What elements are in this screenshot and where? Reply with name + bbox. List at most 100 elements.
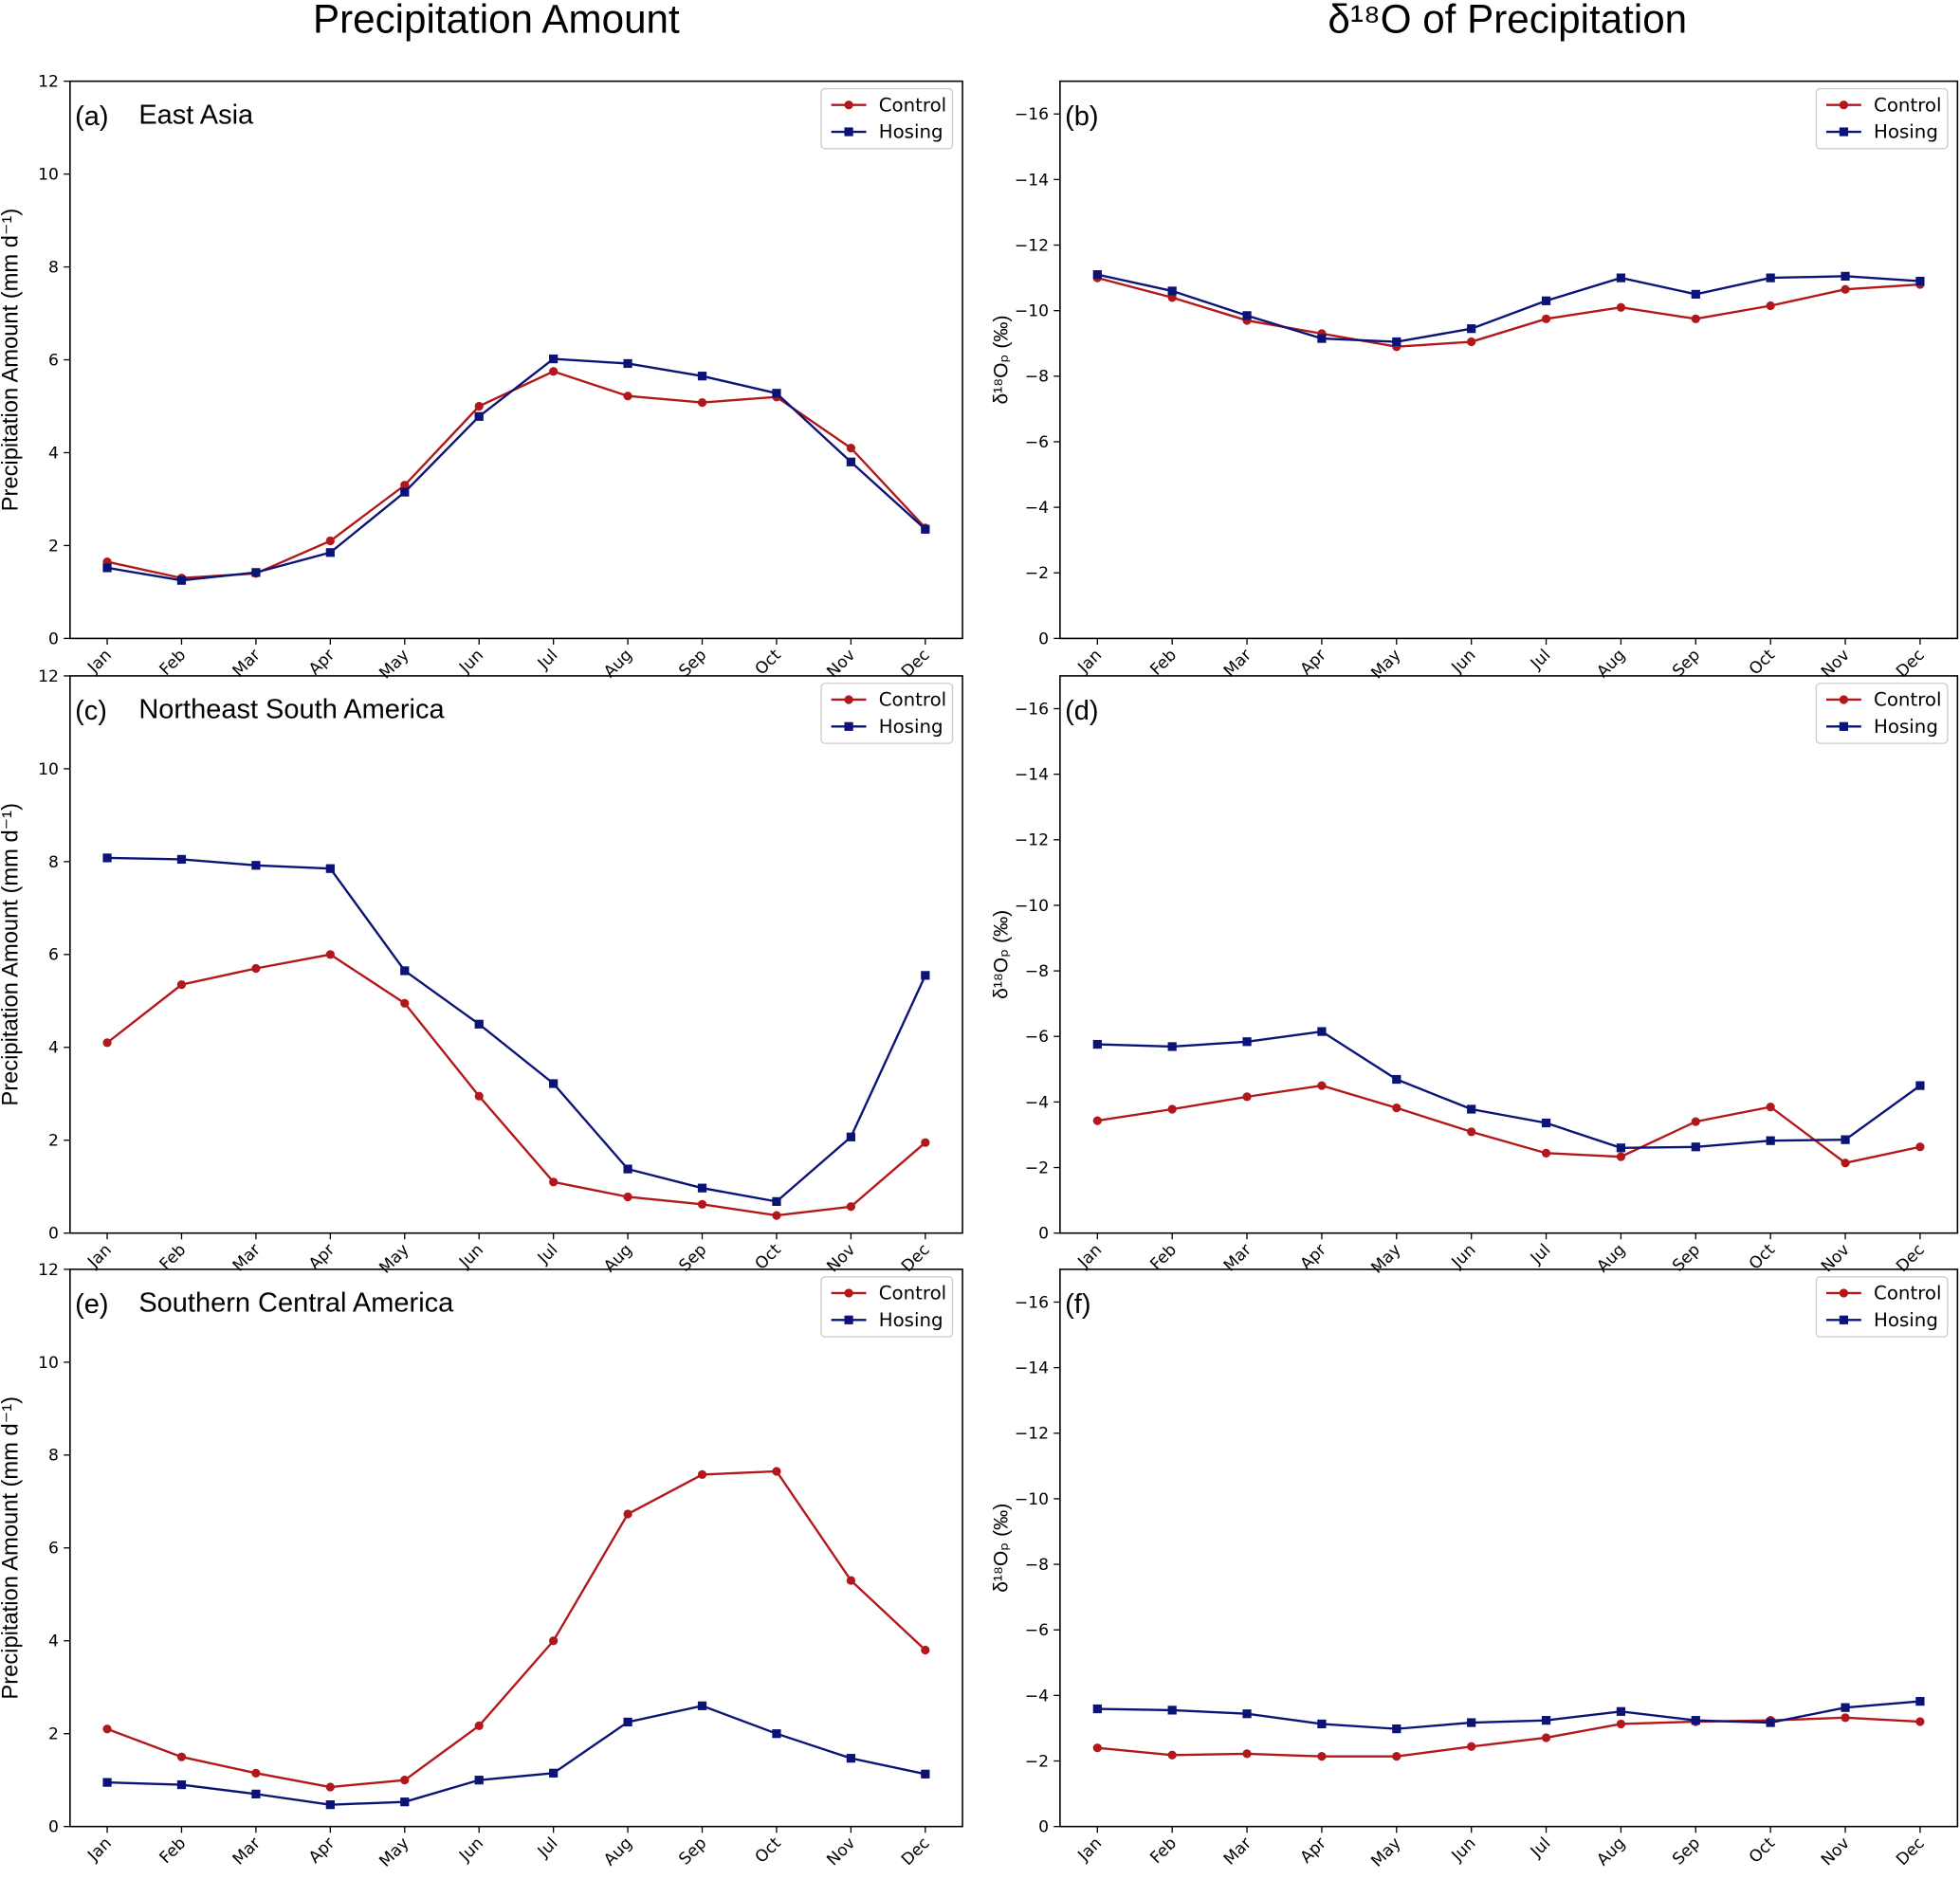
series-line (1097, 276, 1920, 348)
legend-label: Hosing (1874, 1309, 1938, 1331)
data-point (1167, 1042, 1177, 1051)
data-point (549, 1768, 559, 1778)
data-point (1541, 1148, 1551, 1158)
plot-frame (69, 1268, 963, 1828)
x-tick-label: Dec (1893, 1241, 1929, 1277)
x-tick-label: Jan (83, 646, 116, 678)
x-tick-label: Jun (1448, 646, 1480, 678)
series-line (1097, 1084, 1921, 1164)
x-tick-label: Dec (1893, 1833, 1929, 1870)
x-tick-label: Sep (1669, 1833, 1704, 1869)
data-point (400, 481, 410, 490)
data-point (697, 1183, 707, 1193)
panel-label: (d) (1065, 696, 1098, 726)
data-point (623, 358, 632, 369)
y-tick-label: −2 (1025, 1752, 1049, 1771)
data-point (325, 536, 335, 546)
data-point (1317, 1752, 1327, 1761)
data-point (772, 1211, 781, 1220)
x-tick-label: May (1367, 646, 1404, 683)
column-title: Precipitation Amount (313, 0, 680, 41)
data-point (1841, 1158, 1850, 1168)
legend-box (1815, 1276, 1949, 1338)
data-point (1541, 1118, 1551, 1128)
legend-marker (844, 1288, 853, 1298)
data-point (102, 1724, 112, 1734)
data-point (176, 1779, 187, 1790)
y-tick-label: 10 (38, 1354, 59, 1373)
data-point (474, 1091, 484, 1101)
y-tick-label: 6 (48, 946, 59, 965)
panel-title: East Asia (138, 100, 254, 130)
x-tick-label: Feb (156, 646, 191, 680)
data-point (325, 1800, 335, 1810)
data-point (1392, 1104, 1401, 1113)
data-point (1616, 1152, 1626, 1161)
series-line (1097, 1716, 1920, 1758)
data-point (1766, 301, 1775, 311)
x-tick-label: Jun (455, 1833, 487, 1866)
data-point (251, 1789, 261, 1798)
x-tick-label: Jun (455, 646, 487, 678)
series-line (106, 370, 926, 579)
data-point (1915, 1717, 1925, 1726)
y-tick-label: 0 (1038, 1818, 1049, 1837)
legend-marker (1839, 127, 1849, 137)
x-tick-label: Jul (534, 646, 561, 673)
y-tick-label: −16 (1015, 1293, 1049, 1312)
series-line (106, 357, 926, 582)
legend-marker (844, 1315, 853, 1324)
y-tick-label: 4 (48, 1039, 59, 1058)
data-point (846, 1576, 856, 1585)
legend-marker (1839, 1288, 1849, 1298)
data-point (697, 397, 707, 408)
y-tick-label: 8 (48, 259, 59, 278)
data-point (474, 411, 484, 421)
x-tick-label: Jun (455, 1241, 487, 1273)
x-tick-label: Dec (898, 1241, 934, 1277)
data-point (474, 401, 484, 411)
data-point (1467, 1742, 1476, 1751)
y-tick-label: 10 (38, 760, 59, 779)
series-line (107, 1705, 926, 1806)
y-tick-label: 4 (48, 444, 59, 463)
data-point (176, 980, 187, 990)
x-tick-label: May (1367, 1833, 1404, 1870)
data-point (1541, 314, 1551, 323)
y-tick-label: −4 (1025, 499, 1049, 518)
data-point (1392, 1752, 1401, 1761)
data-point (846, 1202, 856, 1212)
data-point (549, 1177, 559, 1187)
legend-label: Hosing (879, 1309, 943, 1331)
plot-frame (1059, 1268, 1959, 1828)
data-point (697, 372, 707, 381)
data-point (1915, 276, 1925, 286)
panel-label: (e) (75, 1289, 108, 1320)
data-point (102, 853, 112, 863)
y-tick-label: 0 (48, 629, 59, 648)
data-point (325, 1782, 335, 1792)
data-point (1167, 1750, 1177, 1760)
x-tick-label: Jan (83, 1241, 116, 1273)
y-tick-label: −6 (1025, 1028, 1049, 1047)
legend-label: Hosing (1874, 716, 1938, 738)
data-point (400, 1797, 410, 1807)
x-tick-label: May (1367, 1241, 1404, 1278)
x-tick-label: Sep (1669, 1241, 1704, 1276)
x-tick-label: Aug (600, 1241, 636, 1277)
data-point (1841, 1713, 1850, 1723)
data-point (1467, 337, 1476, 347)
y-tick-label: −16 (1015, 105, 1049, 124)
x-tick-label: Nov (1818, 1833, 1854, 1870)
data-point (1392, 1074, 1401, 1085)
data-point (1616, 1706, 1626, 1716)
data-point (1242, 1037, 1252, 1047)
data-point (772, 389, 781, 398)
data-point (846, 1754, 856, 1763)
y-tick-label: −6 (1025, 433, 1049, 452)
y-tick-label: −4 (1025, 1687, 1049, 1706)
data-point (1841, 1135, 1850, 1144)
data-point (1691, 1117, 1700, 1126)
data-point (325, 950, 335, 959)
y-tick-label: 0 (48, 1818, 59, 1837)
